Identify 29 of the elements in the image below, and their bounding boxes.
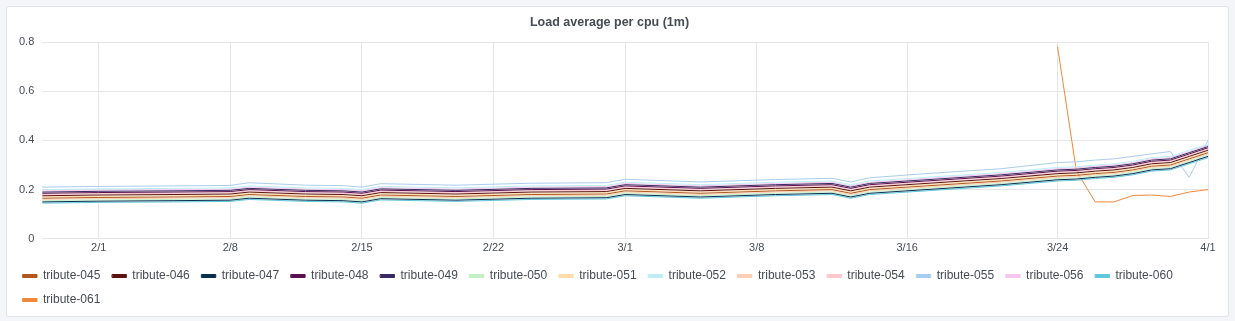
legend-label: tribute-050 xyxy=(489,268,548,283)
legend-label: tribute-045 xyxy=(43,268,101,283)
chart-title: Load average per cpu (1m) xyxy=(529,14,690,29)
legend-label: tribute-049 xyxy=(400,268,459,283)
x-tick-label: 4/1 xyxy=(1200,241,1216,254)
y-tick-label: 0.6 xyxy=(18,84,35,97)
x-tick-label: 3/16 xyxy=(896,241,918,254)
y-tick-label: 0.8 xyxy=(18,35,35,48)
x-tick-label: 2/8 xyxy=(222,241,238,254)
legend-label: tribute-048 xyxy=(311,268,369,283)
x-tick-label: 2/15 xyxy=(351,241,373,254)
y-tick-label: 0 xyxy=(28,231,35,244)
legend-label: tribute-047 xyxy=(221,268,280,283)
legend-label: tribute-055 xyxy=(936,268,995,283)
legend-label: tribute-061 xyxy=(43,292,101,307)
y-tick-label: 0.2 xyxy=(18,182,35,195)
legend-label: tribute-056 xyxy=(1026,268,1084,283)
x-tick-label: 3/8 xyxy=(749,241,765,254)
legend-label: tribute-051 xyxy=(579,268,637,283)
x-tick-label: 2/22 xyxy=(482,241,505,254)
x-tick-label: 3/1 xyxy=(617,241,633,254)
legend-label: tribute-060 xyxy=(1115,268,1174,283)
y-tick-label: 0.4 xyxy=(18,133,35,146)
x-tick-label: 2/1 xyxy=(91,241,107,254)
legend-label: tribute-052 xyxy=(668,268,727,283)
legend-label: tribute-053 xyxy=(757,268,816,283)
x-tick-label: 3/24 xyxy=(1046,241,1069,254)
legend-label: tribute-046 xyxy=(132,268,191,283)
legend-label: tribute-054 xyxy=(847,268,906,283)
